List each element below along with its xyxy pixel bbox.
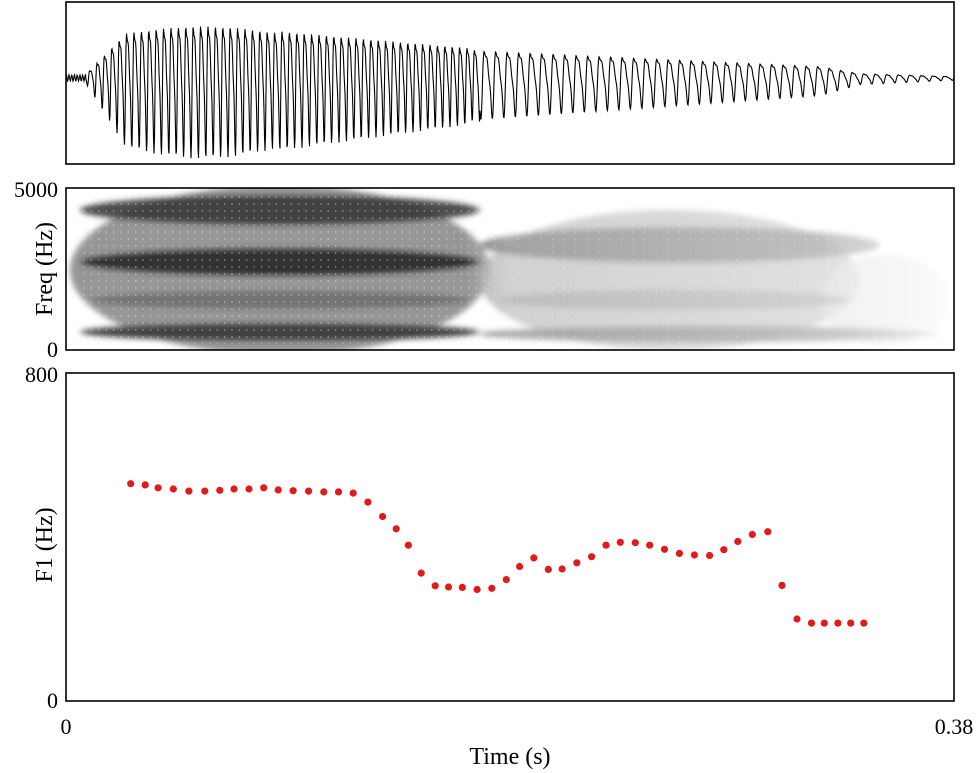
spectrogram-frame: [65, 187, 955, 351]
f1-point: [602, 541, 610, 549]
f1-point: [230, 485, 238, 493]
f1-point: [530, 554, 538, 562]
f1-point: [764, 528, 772, 536]
f1-point: [616, 538, 624, 546]
f1-point: [334, 488, 343, 496]
f1-point: [127, 480, 135, 488]
spec-ytick-top: 5000: [14, 177, 58, 202]
f1-point: [860, 619, 868, 627]
f1-point: [834, 619, 842, 627]
f1-point: [588, 553, 596, 561]
formant-frame: [65, 372, 955, 702]
f1-point: [320, 488, 328, 496]
f1-point: [392, 525, 400, 533]
f1-point: [502, 576, 510, 584]
spec-ylabel: Freq (Hz): [32, 222, 58, 316]
f1-point: [748, 530, 756, 539]
f1-point: [807, 619, 816, 627]
f1-point: [169, 485, 177, 493]
f1-point: [458, 583, 466, 592]
xtick-right: 0.38: [935, 714, 974, 739]
f1-point: [141, 481, 149, 489]
f1-point: [631, 539, 639, 547]
f1-point: [660, 545, 669, 553]
f1-point: [473, 585, 481, 594]
f1-point: [646, 541, 654, 549]
f1-point: [820, 619, 828, 627]
formant-panel: 800 0 F1 (Hz) 0 0.38 Time (s): [25, 362, 973, 770]
waveform-trace: [66, 26, 954, 159]
f1-point: [444, 583, 453, 591]
xtick-left: 0: [61, 714, 72, 739]
spec-ytick-bottom: 0: [47, 337, 58, 362]
f1-point: [675, 549, 684, 558]
x-axis-label: Time (s): [469, 744, 550, 770]
f1-point: [734, 537, 742, 546]
f1-point: [305, 487, 313, 495]
f1-point: [260, 484, 268, 492]
f1-point: [558, 565, 566, 573]
f1-point: [274, 486, 282, 494]
f1-point: [245, 485, 253, 493]
f1-point: [417, 569, 425, 577]
f1-point: [185, 487, 193, 495]
spectrogram-panel: 5000 0 Freq (Hz): [14, 177, 955, 362]
f1-point: [488, 584, 496, 592]
f1-point: [544, 565, 552, 574]
f1-point: [706, 551, 714, 560]
f1-point: [720, 546, 728, 554]
f1-point: [573, 559, 581, 567]
waveform-panel: [65, 1, 955, 165]
f1-point: [793, 615, 801, 623]
f1-point: [847, 619, 855, 627]
f1-ytick-top: 800: [25, 362, 58, 387]
f1-ytick-bottom: 0: [47, 688, 58, 713]
f1-point: [289, 487, 297, 495]
f1-point: [404, 541, 412, 549]
f1-point: [216, 486, 224, 494]
waveform-frame: [65, 1, 955, 165]
f1-point: [201, 487, 209, 495]
formant-points: [127, 480, 868, 627]
f1-ylabel: F1 (Hz): [32, 507, 58, 582]
f1-point: [690, 551, 699, 559]
f1-point: [364, 498, 372, 506]
f1-point: [379, 512, 387, 521]
f1-point: [778, 581, 786, 590]
f1-point: [154, 484, 162, 492]
f1-point: [516, 562, 524, 571]
f1-point: [349, 489, 357, 497]
f1-point: [431, 582, 439, 590]
